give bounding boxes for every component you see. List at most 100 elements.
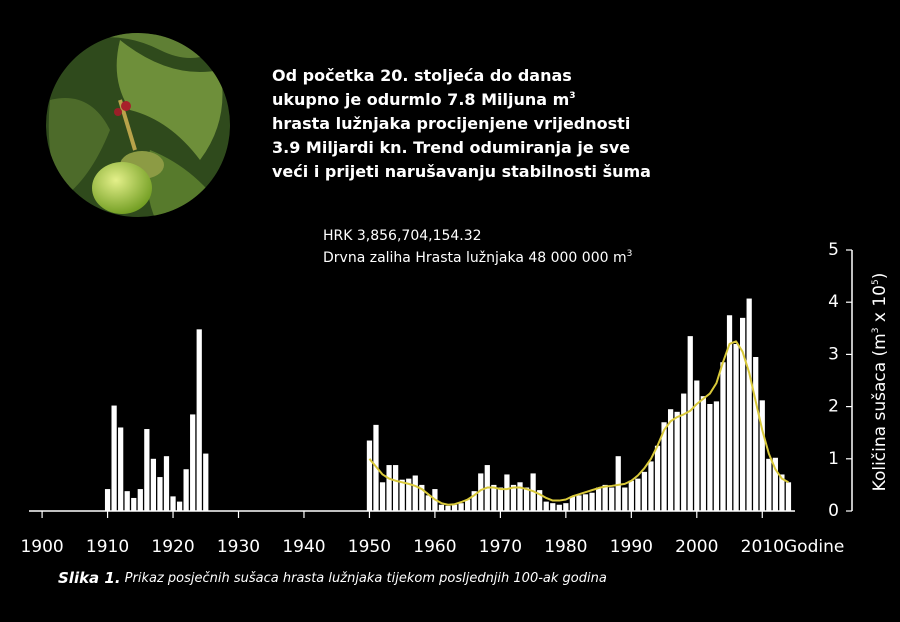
bar <box>563 503 569 511</box>
bar <box>150 458 157 511</box>
bar <box>170 496 176 511</box>
bar <box>635 478 641 511</box>
text-run: 3.9 Miljardi kn. Trend odumiranja je sve <box>272 138 630 157</box>
caption-label: Slika 1. <box>58 569 121 587</box>
y-tick-label: 4 <box>828 292 839 312</box>
bar <box>537 490 543 511</box>
y-tick-label: 0 <box>828 501 839 521</box>
bar <box>478 473 484 511</box>
bar <box>779 474 785 511</box>
text-run: Količina sušaca (m <box>870 333 890 491</box>
annotations: Od početka 20. stoljeća do danas ukupno j… <box>58 66 651 587</box>
text-run: Drvna zaliha Hrasta lužnjaka 48 000 000 … <box>323 250 627 266</box>
superscript: 3 <box>569 91 575 101</box>
x-axis-label: Godine <box>784 537 844 557</box>
bar <box>772 457 778 511</box>
text-run: x 10 <box>870 285 890 328</box>
bar <box>648 461 654 511</box>
y-tick-label: 3 <box>828 344 839 364</box>
bar <box>582 494 589 511</box>
bar <box>458 503 464 511</box>
y-axis-label: Količina sušaca (m3 x 105) <box>870 273 890 492</box>
bar <box>510 484 517 511</box>
text-run: HRK 3,856,704,154.32 <box>323 228 482 244</box>
bar <box>733 343 739 511</box>
annotation-line: ukupno je odurmlo 7.8 Miljuna m3 <box>272 90 576 109</box>
bar <box>667 409 674 511</box>
bar <box>190 414 196 511</box>
bar <box>118 427 124 511</box>
bar <box>641 471 648 511</box>
bar <box>379 482 386 511</box>
acorn-photo <box>46 33 230 217</box>
trend-line <box>368 340 789 506</box>
bar <box>504 474 510 511</box>
bar <box>183 469 189 511</box>
bar <box>451 504 458 511</box>
bar <box>687 336 693 511</box>
bar <box>556 504 562 511</box>
bar <box>419 484 425 511</box>
caption: Slika 1. Prikaz posječnih sušaca hrasta … <box>58 569 607 587</box>
bar <box>406 478 412 511</box>
bar <box>569 496 576 511</box>
annotation-line: hrasta lužnjaka procijenjene vrijednosti <box>272 114 630 133</box>
bar <box>661 422 667 511</box>
bar <box>471 491 477 511</box>
superscript: 5 <box>871 279 881 285</box>
bar <box>144 429 150 511</box>
bar <box>589 492 595 511</box>
annotation-line: veći i prijeti narušavanju stabilnosti š… <box>272 162 651 181</box>
bar <box>785 482 792 511</box>
y-tick-label: 1 <box>828 449 839 469</box>
superscript: 3 <box>871 328 881 334</box>
bar <box>609 487 615 511</box>
bar <box>438 504 445 511</box>
bar <box>759 400 765 511</box>
bar <box>131 497 137 511</box>
info-line: Drvna zaliha Hrasta lužnjaka 48 000 000 … <box>323 249 632 267</box>
bar <box>366 440 373 511</box>
info-line: HRK 3,856,704,154.32 <box>323 228 482 244</box>
x-tick-label: 2010 <box>741 537 784 557</box>
bar <box>746 298 752 511</box>
x-tick-label: 1970 <box>479 537 522 557</box>
bar <box>753 357 759 511</box>
bar <box>157 477 163 511</box>
annotation-line: 3.9 Miljardi kn. Trend odumiranja je sve <box>272 138 630 157</box>
bar <box>766 458 772 511</box>
annotation-line: Od početka 20. stoljeća do danas <box>272 66 572 85</box>
bar <box>726 315 733 511</box>
x-tick-label: 1910 <box>86 537 129 557</box>
x-tick-label: 1930 <box>217 537 260 557</box>
plot-area: 1900 1910 1920 1930 1940 1950 1960 1970 1980 1990… <box>20 240 890 557</box>
bar <box>628 480 634 511</box>
text-run: Prikaz posječnih sušaca hrasta lužnjaka … <box>121 571 607 586</box>
x-tick-label: 1940 <box>282 537 325 557</box>
x-tick-label: 1990 <box>610 537 653 557</box>
bar <box>465 499 471 511</box>
x-tick-label: 1950 <box>348 537 391 557</box>
bar <box>615 456 621 511</box>
bar <box>740 317 746 511</box>
x-tick-label: 1980 <box>544 537 587 557</box>
text-run: Od početka 20. stoljeća do danas <box>272 66 572 85</box>
bar <box>176 501 183 511</box>
bar <box>602 484 608 511</box>
x-tick-label: 2000 <box>675 537 718 557</box>
bar <box>104 489 111 511</box>
text-run: hrasta lužnjaka procijenjene vrijednosti <box>272 114 630 133</box>
bar <box>622 487 628 511</box>
bar <box>517 482 523 511</box>
bar <box>412 475 418 511</box>
bar <box>137 489 143 511</box>
x-tick-label: 1960 <box>413 537 456 557</box>
bar <box>595 487 602 511</box>
superscript: 3 <box>627 249 633 259</box>
bar <box>681 393 687 511</box>
bar <box>111 405 117 511</box>
bar <box>124 491 130 511</box>
bar <box>700 396 706 511</box>
